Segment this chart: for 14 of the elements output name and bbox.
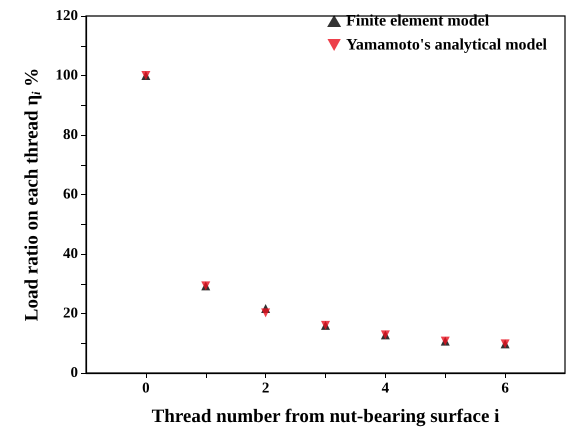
x-tick-label: 0 [142,380,150,396]
x-tick-label: 6 [501,380,510,396]
legend-label: Yamamoto's analytical model [346,36,548,54]
y-tick-label: 40 [63,246,78,262]
x-tick-label: 4 [382,380,390,396]
x-tick-label: 2 [262,380,270,396]
y-tick-label: 80 [63,127,78,143]
y-axis-title: Load ratio on each thread ηi % [22,68,43,322]
y-tick-label: 60 [63,186,78,202]
y-tick-label: 100 [56,68,78,84]
x-axis-title: Thread number from nut-bearing surface i [152,406,500,427]
y-tick-label: 120 [56,8,78,24]
y-tick-label: 20 [63,306,78,322]
y-tick-label: 0 [70,365,78,381]
